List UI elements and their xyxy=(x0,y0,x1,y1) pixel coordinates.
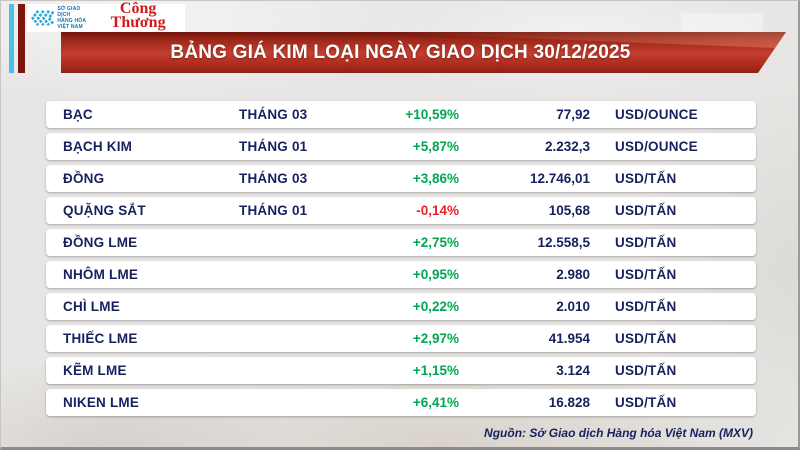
price-unit: USD/OUNCE xyxy=(615,107,698,122)
price-value: 3.124 xyxy=(556,363,590,378)
price-table: BẠC THÁNG 03 +10,59% 77,92 USD/OUNCE BẠCH KIM… xyxy=(46,101,756,421)
mxv-org-line-1: SỞ GIAO DỊCH xyxy=(57,6,81,18)
contract-month: THÁNG 01 xyxy=(239,139,308,154)
commodity-name: NIKEN LME xyxy=(63,395,140,410)
table-row: CHÌ LME +0,22% 2.010 USD/TẤN xyxy=(46,293,756,320)
mxv-chevron-icon xyxy=(31,10,55,26)
contract-month: THÁNG 03 xyxy=(239,107,308,122)
contract-month: THÁNG 01 xyxy=(239,203,308,218)
price-value: 77,92 xyxy=(556,107,590,122)
commodity-name: QUẶNG SẮT xyxy=(63,203,146,218)
price-value: 105,68 xyxy=(548,203,590,218)
price-unit: USD/TẤN xyxy=(615,203,677,218)
commodity-name: BẠC xyxy=(63,107,93,122)
mxv-org-line-2: HÀNG HÓA xyxy=(57,18,87,24)
commodity-name: NHÔM LME xyxy=(63,267,139,282)
mxv-org-line-3: VIỆT NAM xyxy=(57,24,83,30)
price-value: 2.980 xyxy=(556,267,590,282)
table-row: NHÔM LME +0,95% 2.980 USD/TẤN xyxy=(46,261,756,288)
price-unit: USD/TẤN xyxy=(615,235,677,250)
commodity-name: THIẾC LME xyxy=(63,331,138,346)
commodity-name: BẠCH KIM xyxy=(63,139,133,154)
price-unit: USD/TẤN xyxy=(615,331,677,346)
change-percent: +5,87% xyxy=(412,139,459,154)
price-value: 12.746,01 xyxy=(529,171,590,186)
price-unit: USD/TẤN xyxy=(615,395,677,410)
background-sheen xyxy=(681,13,763,33)
price-unit: USD/TẤN xyxy=(615,267,677,282)
price-value: 2.232,3 xyxy=(544,139,590,154)
table-row: BẠCH KIM THÁNG 01 +5,87% 2.232,3 USD/OUNCE xyxy=(46,133,756,160)
table-row: NIKEN LME +6,41% 16.828 USD/TẤN xyxy=(46,389,756,416)
change-percent: +0,95% xyxy=(412,267,459,282)
change-percent: -0,14% xyxy=(416,203,459,218)
congthuong-logo-text: Công Thương xyxy=(110,0,166,31)
price-value: 2.010 xyxy=(556,299,590,314)
change-percent: +6,41% xyxy=(412,395,459,410)
price-unit: USD/TẤN xyxy=(615,171,677,186)
logo-plate: SỞ GIAO DỊCH HÀNG HÓA VIỆT NAM Công Thươ… xyxy=(27,0,185,35)
congthuong-logo: Công Thương xyxy=(95,0,181,35)
table-row: ĐỒNG THÁNG 03 +3,86% 12.746,01 USD/TẤN xyxy=(46,165,756,192)
mxv-logo: SỞ GIAO DỊCH HÀNG HÓA VIỆT NAM xyxy=(31,6,91,30)
price-unit: USD/TẤN xyxy=(615,363,677,378)
change-percent: +0,22% xyxy=(412,299,459,314)
table-row: BẠC THÁNG 03 +10,59% 77,92 USD/OUNCE xyxy=(46,101,756,128)
title-banner: BẢNG GIÁ KIM LOẠI NGÀY GIAO DỊCH 30/12/2… xyxy=(61,32,786,73)
price-value: 16.828 xyxy=(548,395,590,410)
page-title: BẢNG GIÁ KIM LOẠI NGÀY GIAO DỊCH 30/12/2… xyxy=(170,41,631,63)
source-note: Nguồn: Sở Giao dịch Hàng hóa Việt Nam (M… xyxy=(484,426,753,440)
accent-stripe-dark-red xyxy=(18,4,25,73)
commodity-name: ĐỒNG xyxy=(63,171,105,186)
price-unit: USD/TẤN xyxy=(615,299,677,314)
table-row: ĐỒNG LME +2,75% 12.558,5 USD/TẤN xyxy=(46,229,756,256)
price-value: 12.558,5 xyxy=(537,235,590,250)
commodity-name: ĐỒNG LME xyxy=(63,235,138,250)
price-value: 41.954 xyxy=(548,331,590,346)
change-percent: +3,86% xyxy=(412,171,459,186)
mxv-org-name: SỞ GIAO DỊCH HÀNG HÓA VIỆT NAM xyxy=(57,6,91,30)
commodity-name: CHÌ LME xyxy=(63,299,120,314)
table-row: QUẶNG SẮT THÁNG 01 -0,14% 105,68 USD/TẤN xyxy=(46,197,756,224)
change-percent: +10,59% xyxy=(405,107,459,122)
contract-month: THÁNG 03 xyxy=(239,171,308,186)
commodity-name: KẼM LME xyxy=(63,363,127,378)
table-row: KẼM LME +1,15% 3.124 USD/TẤN xyxy=(46,357,756,384)
table-row: THIẾC LME +2,97% 41.954 USD/TẤN xyxy=(46,325,756,352)
change-percent: +1,15% xyxy=(412,363,459,378)
change-percent: +2,75% xyxy=(412,235,459,250)
change-percent: +2,97% xyxy=(412,331,459,346)
price-unit: USD/OUNCE xyxy=(615,139,698,154)
accent-stripe-cyan xyxy=(9,4,14,73)
